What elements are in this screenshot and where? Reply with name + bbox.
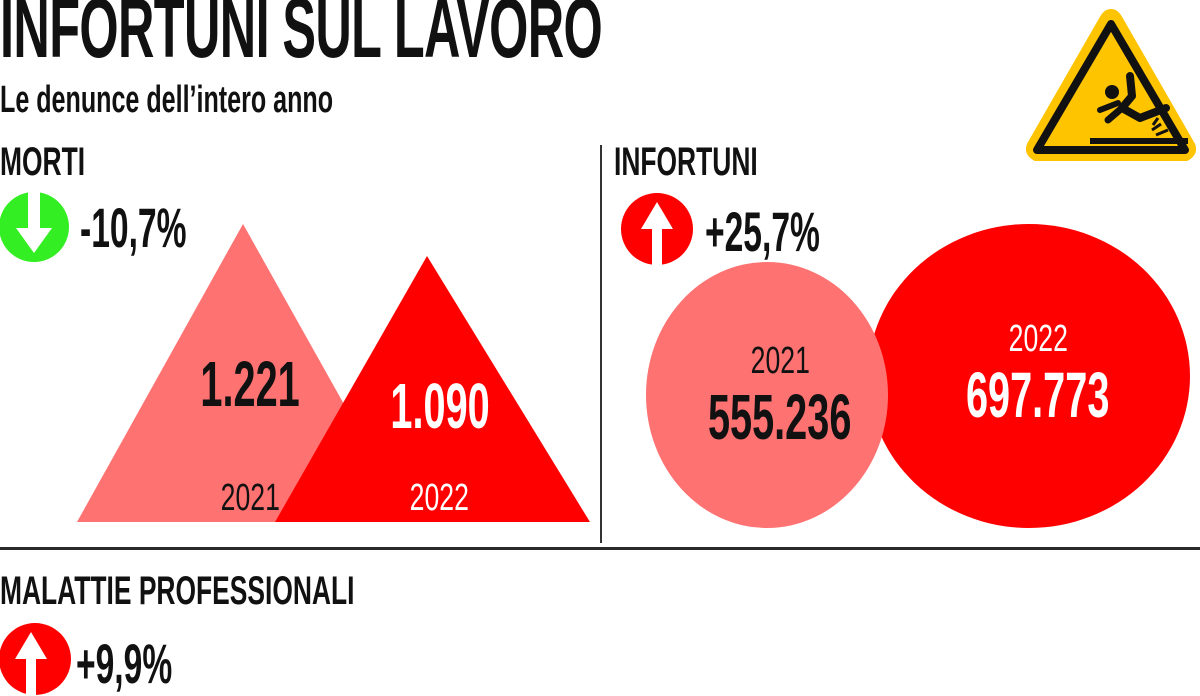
year-infortuni-2022: 2022 <box>1008 318 1068 360</box>
year-morti-2022: 2022 <box>409 477 469 519</box>
change-morti: -10,7% <box>80 196 187 259</box>
arrow-down-circle-icon <box>0 190 73 264</box>
year-infortuni-2021: 2021 <box>750 340 810 382</box>
section-label-malattie: MALATTIE PROFESSIONALI <box>0 569 355 613</box>
change-malattie: +9,9% <box>76 632 173 695</box>
page-subtitle: Le denunce dell’intero anno <box>0 79 334 121</box>
year-morti-2021: 2021 <box>220 477 280 519</box>
section-divider-vertical <box>600 145 602 543</box>
triangle-2022 <box>275 256 590 522</box>
value-morti-2021: 1.221 <box>200 348 300 420</box>
circle-2022 <box>868 224 1190 528</box>
arrow-up-circle-icon <box>620 192 694 266</box>
section-label-infortuni: INFORTUNI <box>614 140 758 184</box>
value-infortuni-2022: 697.773 <box>966 359 1110 431</box>
arrow-up-circle-icon <box>0 622 72 696</box>
change-infortuni: +25,7% <box>705 200 820 263</box>
slippery-floor-warning-icon <box>1022 4 1200 166</box>
infortuni-circle-chart <box>600 200 1200 540</box>
section-divider-horizontal <box>0 547 1200 550</box>
page-title: INFORTUNI SUL LAVORO <box>0 0 603 75</box>
morti-triangle-chart <box>0 0 600 540</box>
section-label-morti: MORTI <box>0 140 86 184</box>
value-morti-2022: 1.090 <box>390 370 490 442</box>
value-infortuni-2021: 555.236 <box>708 381 852 453</box>
circle-2021 <box>646 262 888 528</box>
